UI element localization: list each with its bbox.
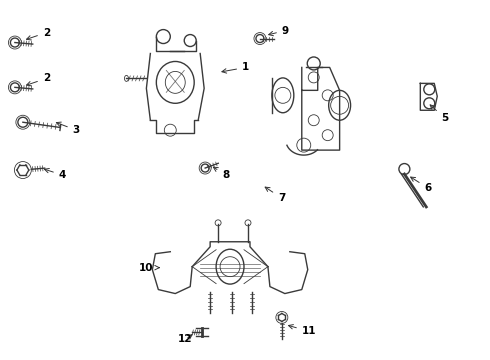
Text: 8: 8 xyxy=(213,167,229,180)
Text: 9: 9 xyxy=(269,26,289,36)
Text: 10: 10 xyxy=(138,263,159,273)
Text: 1: 1 xyxy=(222,62,249,73)
Text: 3: 3 xyxy=(56,122,80,135)
Text: 2: 2 xyxy=(26,73,50,86)
Text: 11: 11 xyxy=(289,325,316,336)
Text: 5: 5 xyxy=(430,105,448,123)
Text: 2: 2 xyxy=(26,28,50,40)
Text: 7: 7 xyxy=(265,187,285,203)
Text: 4: 4 xyxy=(45,168,66,180)
Text: 12: 12 xyxy=(178,334,193,345)
Text: 6: 6 xyxy=(411,177,432,193)
